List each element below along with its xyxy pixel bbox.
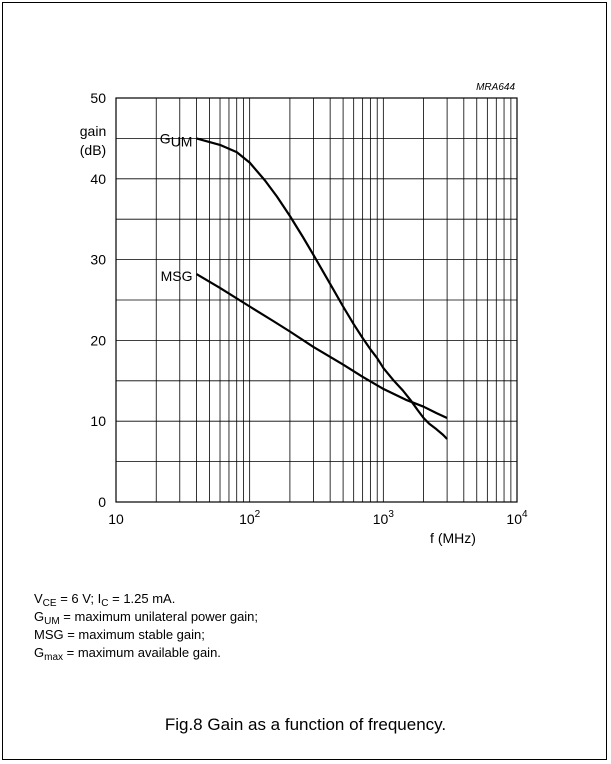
y-tick-label: 40 <box>90 171 106 187</box>
note-gmax: Gmax = maximum available gain. <box>34 645 221 663</box>
y-tick-label: 20 <box>90 332 106 348</box>
y-axis-unit: (dB) <box>80 142 106 158</box>
x-tick-label: 102 <box>239 509 261 527</box>
series-line-msg <box>195 273 448 419</box>
series-line-g_um <box>196 137 448 440</box>
x-tick-label: 104 <box>506 509 528 527</box>
x-axis-label: f (MHz) <box>430 530 476 546</box>
figure-code: MRA644 <box>476 82 515 93</box>
note-msg: MSG = maximum stable gain; <box>34 627 205 642</box>
x-tick-label: 103 <box>373 509 395 527</box>
figure-caption: Fig.8 Gain as a function of frequency. <box>164 715 447 734</box>
note-gum: GUM = maximum unilateral power gain; <box>34 609 259 627</box>
series-label-g_um: GUM <box>160 130 193 149</box>
note-conditions: VCE = 6 V; IC = 1.25 mA. <box>34 591 176 609</box>
y-tick-label: 50 <box>90 90 106 106</box>
x-tick-label: 10 <box>108 511 124 527</box>
plot-area-border <box>115 97 518 503</box>
y-tick-label: 30 <box>90 252 106 268</box>
y-tick-label: 0 <box>98 494 106 510</box>
y-axis-label: gain <box>80 123 106 139</box>
figure-notes: VCE = 6 V; IC = 1.25 mA. GUM = maximum u… <box>34 590 259 663</box>
y-tick-label: 10 <box>90 413 106 429</box>
series-label-msg: MSG <box>161 268 193 284</box>
